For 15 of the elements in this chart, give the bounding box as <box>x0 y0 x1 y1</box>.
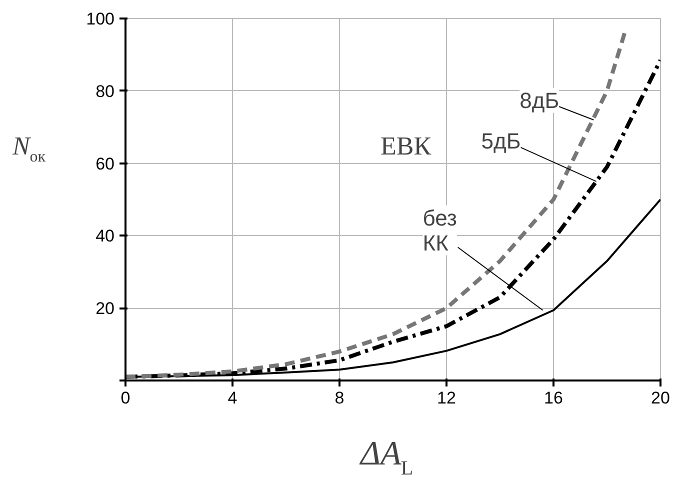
y-tick-label: 20 <box>96 299 115 318</box>
y-tick-label: 80 <box>96 82 115 101</box>
annotation: ЕВК <box>380 132 432 160</box>
x-tick-label: 0 <box>120 388 130 408</box>
x-tick-label: 20 <box>651 388 670 408</box>
annotation: без КК <box>422 205 458 256</box>
x-tick-label: 12 <box>437 388 456 408</box>
y-tick-label: 60 <box>96 154 115 174</box>
y-tick-label: 40 <box>96 226 115 246</box>
annotation: 8дБ <box>520 88 560 113</box>
y-tick-label: 100 <box>86 10 115 28</box>
x-tick-label: 16 <box>544 388 563 408</box>
annotation: 5дБ <box>481 128 521 154</box>
x-tick-label: 8 <box>334 388 344 408</box>
x-tick-label: 4 <box>228 388 238 408</box>
